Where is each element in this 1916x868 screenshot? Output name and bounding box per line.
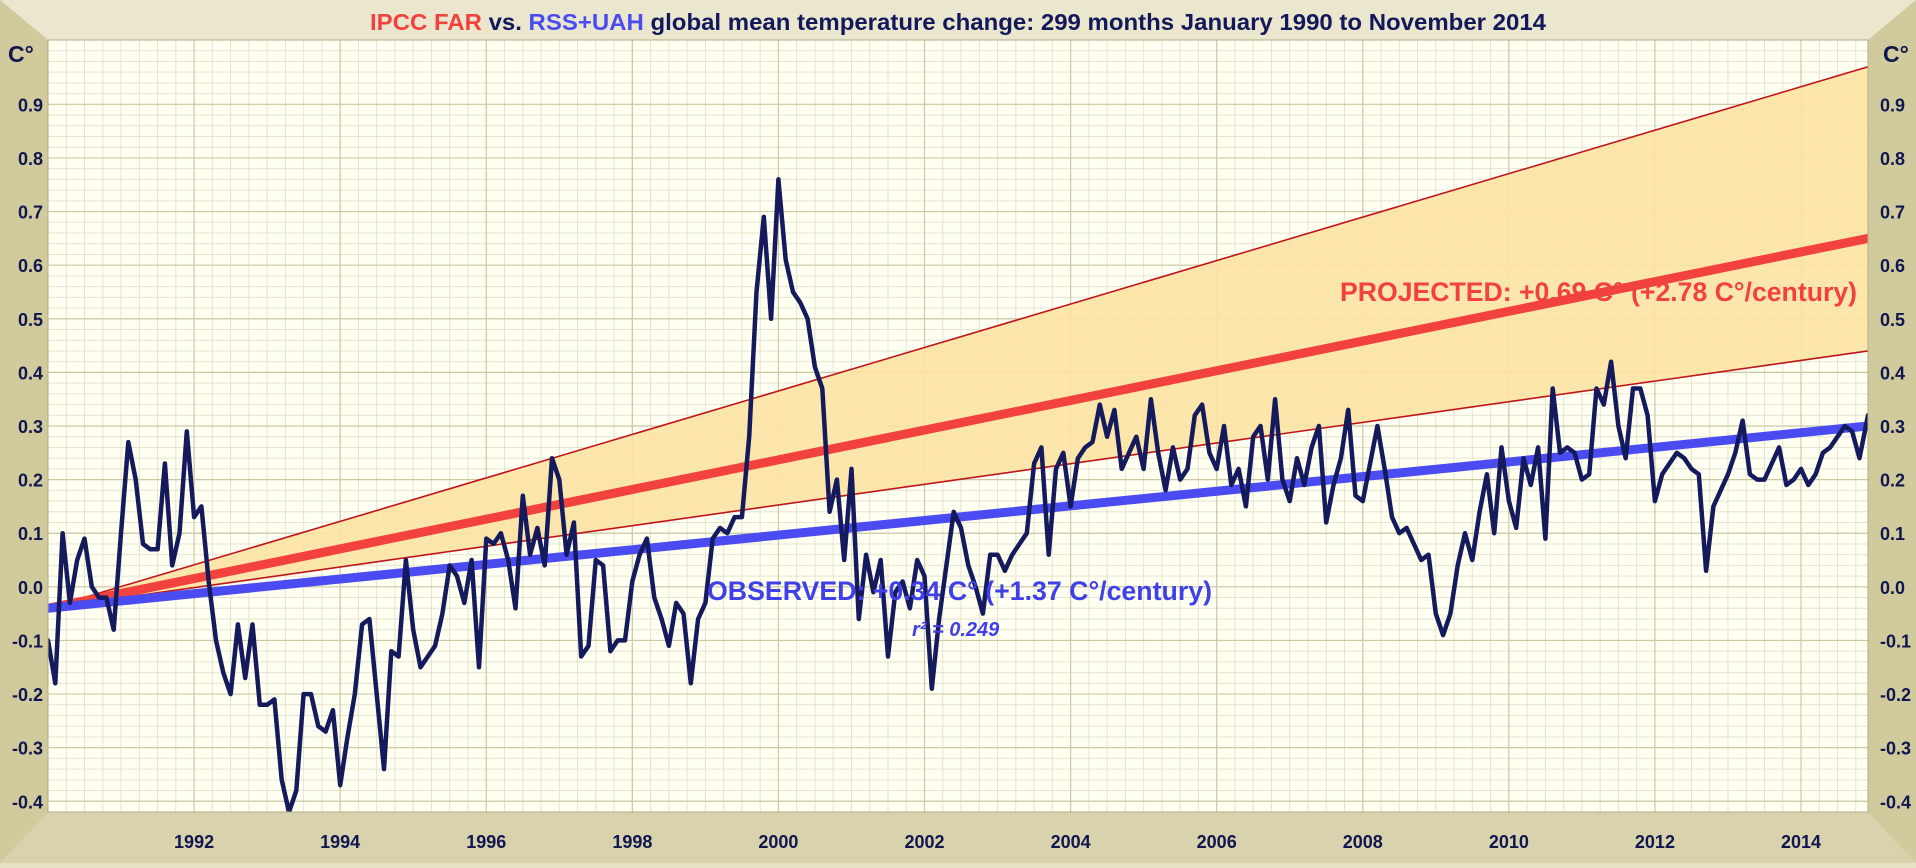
x-tick-label: 2006 bbox=[1197, 832, 1237, 852]
x-tick-label: 2014 bbox=[1781, 832, 1821, 852]
x-tick-label: 2008 bbox=[1343, 832, 1383, 852]
x-tick-label: 2004 bbox=[1051, 832, 1091, 852]
chart-title: IPCC FAR vs. RSS+UAH global mean tempera… bbox=[370, 9, 1546, 35]
frame-bevel-left bbox=[0, 0, 48, 863]
y-unit-label-right: C° bbox=[1883, 41, 1909, 67]
projected-annotation: PROJECTED: +0.69 C° (+2.78 C°/century) bbox=[1340, 277, 1857, 307]
projection-trend-line bbox=[48, 233, 1868, 613]
x-tick-label: 1992 bbox=[174, 832, 214, 852]
projection-band-lower-edge bbox=[48, 350, 1868, 610]
y-tick-label: 0.9 bbox=[1880, 95, 1905, 115]
observed-series bbox=[48, 177, 1868, 812]
y-tick-label: 0.5 bbox=[1880, 310, 1905, 330]
y-tick-label: 0.7 bbox=[1880, 203, 1905, 223]
y-tick-label: -0.4 bbox=[12, 792, 43, 812]
y-tick-label: 0.3 bbox=[1880, 417, 1905, 437]
y-tick-label: 0.1 bbox=[18, 524, 43, 544]
y-tick-label: 0.0 bbox=[1880, 578, 1905, 598]
y-tick-label: -0.1 bbox=[1880, 631, 1911, 651]
y-tick-label: 0.6 bbox=[18, 256, 43, 276]
projection-band bbox=[48, 66, 1868, 610]
x-tick-label: 2002 bbox=[904, 832, 944, 852]
y-unit-label-left: C° bbox=[8, 41, 34, 67]
y-tick-label: -0.3 bbox=[1880, 739, 1911, 759]
y-tick-label: 0.1 bbox=[1880, 524, 1905, 544]
y-tick-label: -0.1 bbox=[12, 631, 43, 651]
y-tick-label: 0.7 bbox=[18, 203, 43, 223]
x-tick-label: 2000 bbox=[758, 832, 798, 852]
y-tick-label: 0.6 bbox=[1880, 256, 1905, 276]
frame-bevel-bottom bbox=[0, 812, 1916, 863]
y-tick-label: 0.8 bbox=[1880, 149, 1905, 169]
y-tick-label: 0.2 bbox=[18, 471, 43, 491]
y-tick-label: -0.2 bbox=[12, 685, 43, 705]
x-tick-label: 1998 bbox=[612, 832, 652, 852]
title-ipcc: IPCC FAR bbox=[370, 9, 482, 35]
plot-border bbox=[47, 39, 1869, 813]
y-tick-label: 0.4 bbox=[1880, 363, 1905, 383]
y-tick-label: 0.8 bbox=[18, 149, 43, 169]
y-tick-label: 0.5 bbox=[18, 310, 43, 330]
x-axis-ticks: 1992 1994 1996 1998 2000 2002 2004 2006 2008 2010… bbox=[174, 832, 1821, 852]
title-rest: global mean temperature change: 299 mont… bbox=[644, 9, 1546, 35]
x-tick-label: 1996 bbox=[466, 832, 506, 852]
y-axis-left-ticks: -0.4 -0.3 -0.2 -0.1 0.0 0.1 0.2 0.3 0.4 0.5 0.6 0.7… bbox=[12, 95, 43, 812]
x-tick-label: 2010 bbox=[1489, 832, 1529, 852]
r-squared-annotation: r² = 0.249 bbox=[912, 619, 1000, 641]
observed-series-line bbox=[48, 177, 1868, 812]
x-tick-label: 1994 bbox=[320, 832, 360, 852]
title-vs: vs. bbox=[482, 9, 529, 35]
observed-annotation: OBSERVED: +0.34 C° (+1.37 C°/century) bbox=[707, 576, 1212, 606]
y-tick-label: 0.9 bbox=[18, 95, 43, 115]
y-tick-label: 0.2 bbox=[1880, 471, 1905, 491]
y-tick-label: 0.0 bbox=[18, 578, 43, 598]
y-tick-label: 0.3 bbox=[18, 417, 43, 437]
y-tick-label: -0.2 bbox=[1880, 685, 1911, 705]
y-tick-label: 0.4 bbox=[18, 363, 43, 383]
y-tick-label: -0.3 bbox=[12, 739, 43, 759]
frame-bevel-right bbox=[1868, 0, 1916, 863]
x-tick-label: 2012 bbox=[1635, 832, 1675, 852]
projection-band-upper-edge bbox=[48, 66, 1868, 610]
frame-bevel-top bbox=[0, 0, 1916, 40]
y-tick-label: -0.4 bbox=[1880, 792, 1911, 812]
title-rss-uah: RSS+UAH bbox=[529, 9, 644, 35]
y-axis-right-ticks: -0.4 -0.3 -0.2 -0.1 0.0 0.1 0.2 0.3 0.4 0.5 0.6 0.7… bbox=[1880, 95, 1911, 812]
